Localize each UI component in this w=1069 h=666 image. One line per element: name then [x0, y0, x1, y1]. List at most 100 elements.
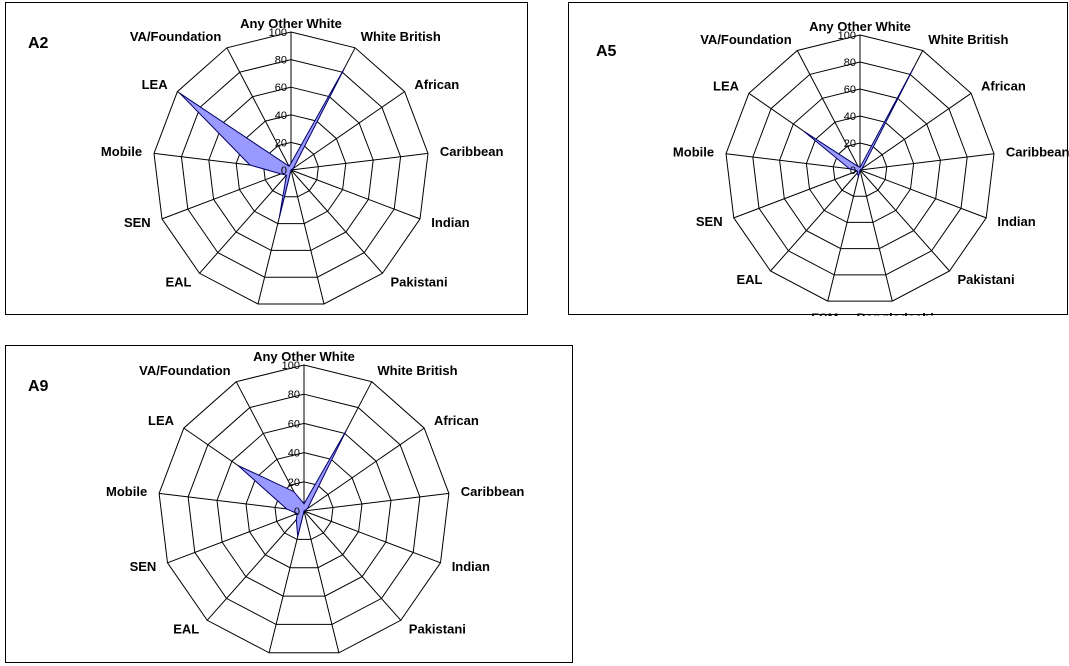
category-label: Mobile [101, 144, 142, 159]
category-label: Any Other White [809, 19, 911, 34]
tick-label: 20 [275, 137, 287, 149]
tick-label: 60 [275, 82, 287, 94]
data-point [290, 169, 292, 171]
category-label: Bangladeshi [288, 314, 365, 316]
radar-spoke [303, 427, 425, 512]
tick-label: 100 [838, 30, 856, 42]
radar-spoke [303, 510, 340, 653]
data-point [278, 216, 280, 218]
grid-ring [752, 61, 968, 276]
grid-ring [245, 452, 363, 569]
data-series-area [179, 68, 345, 218]
radar-spoke [303, 510, 402, 621]
panel-title: A2 [28, 35, 49, 52]
data-point [848, 168, 850, 170]
data-point [857, 165, 859, 167]
radar-spoke [290, 169, 383, 274]
category-label: EAL [173, 621, 199, 636]
data-point [280, 173, 282, 175]
grid-ring [216, 422, 392, 597]
data-point [303, 503, 305, 505]
data-point [237, 464, 239, 466]
grid-ring [805, 115, 915, 223]
data-point [303, 510, 305, 512]
tick-label: 40 [275, 110, 287, 122]
data-point [288, 165, 290, 167]
data-point [859, 169, 861, 171]
data-point [297, 536, 299, 537]
data-point [292, 167, 294, 169]
category-label: Mobile [673, 144, 714, 159]
radar-panel-a9: A9 0 20 40 60 80 100 Any Other White White Brit… [5, 345, 573, 664]
radar-spoke [290, 169, 421, 220]
radar-spoke [733, 169, 861, 219]
data-point [861, 168, 863, 169]
radar-panel-a2: A2 0 20 40 60 80 100 Any Other White White Brit… [5, 2, 528, 316]
radar-spoke [199, 169, 292, 274]
category-label: Any Other White [240, 16, 342, 31]
category-label: LEA [713, 79, 740, 94]
radar-spoke [303, 510, 441, 564]
data-series-area [804, 68, 914, 179]
category-label: SEN [124, 215, 151, 230]
category-label: LEA [148, 413, 175, 428]
radar-spoke [859, 169, 950, 272]
data-point [285, 174, 287, 176]
radar-spoke [827, 169, 861, 302]
category-label: LEA [142, 77, 169, 92]
radar-spoke [167, 510, 305, 564]
category-label: SEN [130, 559, 157, 574]
radar-spoke [796, 50, 861, 171]
data-point [343, 68, 345, 70]
tick-label: 80 [844, 57, 856, 69]
tick-label: 20 [844, 138, 856, 150]
tick-label: 100 [269, 27, 287, 39]
tick-label: 0 [281, 165, 287, 177]
category-label: White British [377, 363, 457, 378]
data-point [345, 430, 347, 432]
radar-spoke [859, 92, 972, 171]
data-point [307, 508, 309, 509]
grid-ring [779, 88, 941, 250]
data-point [912, 67, 914, 69]
grid-ring [153, 31, 429, 305]
category-label: African [414, 77, 459, 92]
radar-spoke [235, 381, 305, 512]
data-point [295, 519, 297, 521]
category-label: SEN [696, 214, 723, 229]
panel-title: A9 [28, 378, 49, 395]
data-point [286, 508, 288, 510]
radar-spoke [290, 152, 429, 171]
category-label: Caribbean [1006, 144, 1069, 159]
radar-spoke [859, 169, 893, 302]
tick-label: 80 [288, 389, 300, 401]
category-label: Mobile [106, 484, 147, 499]
grid-ring [158, 364, 450, 654]
data-point [856, 172, 858, 174]
tick-label: 0 [850, 165, 856, 177]
data-point [249, 164, 251, 166]
tick-label: 80 [275, 55, 287, 67]
data-point [859, 166, 861, 168]
data-point [296, 513, 298, 515]
category-label: Pakistani [958, 272, 1015, 287]
radar-spoke [303, 492, 449, 512]
tick-label: 60 [844, 84, 856, 96]
radar-spoke [725, 153, 861, 171]
category-label: Bangladeshi [857, 311, 934, 316]
radar-spoke [290, 91, 405, 171]
category-label: FSM [811, 311, 838, 316]
radar-spoke [206, 510, 305, 621]
grid-ring [180, 59, 402, 278]
panel-title: A5 [596, 43, 617, 60]
category-label: Any Other White [253, 349, 355, 364]
data-point [290, 162, 292, 164]
radar-spoke [859, 153, 995, 171]
radar-panel-a5: A5 0 20 40 60 80 100 Any Other White White Brit… [568, 2, 1069, 316]
data-point [803, 131, 805, 133]
category-label: Bangladeshi [303, 662, 380, 664]
data-point [857, 176, 859, 178]
